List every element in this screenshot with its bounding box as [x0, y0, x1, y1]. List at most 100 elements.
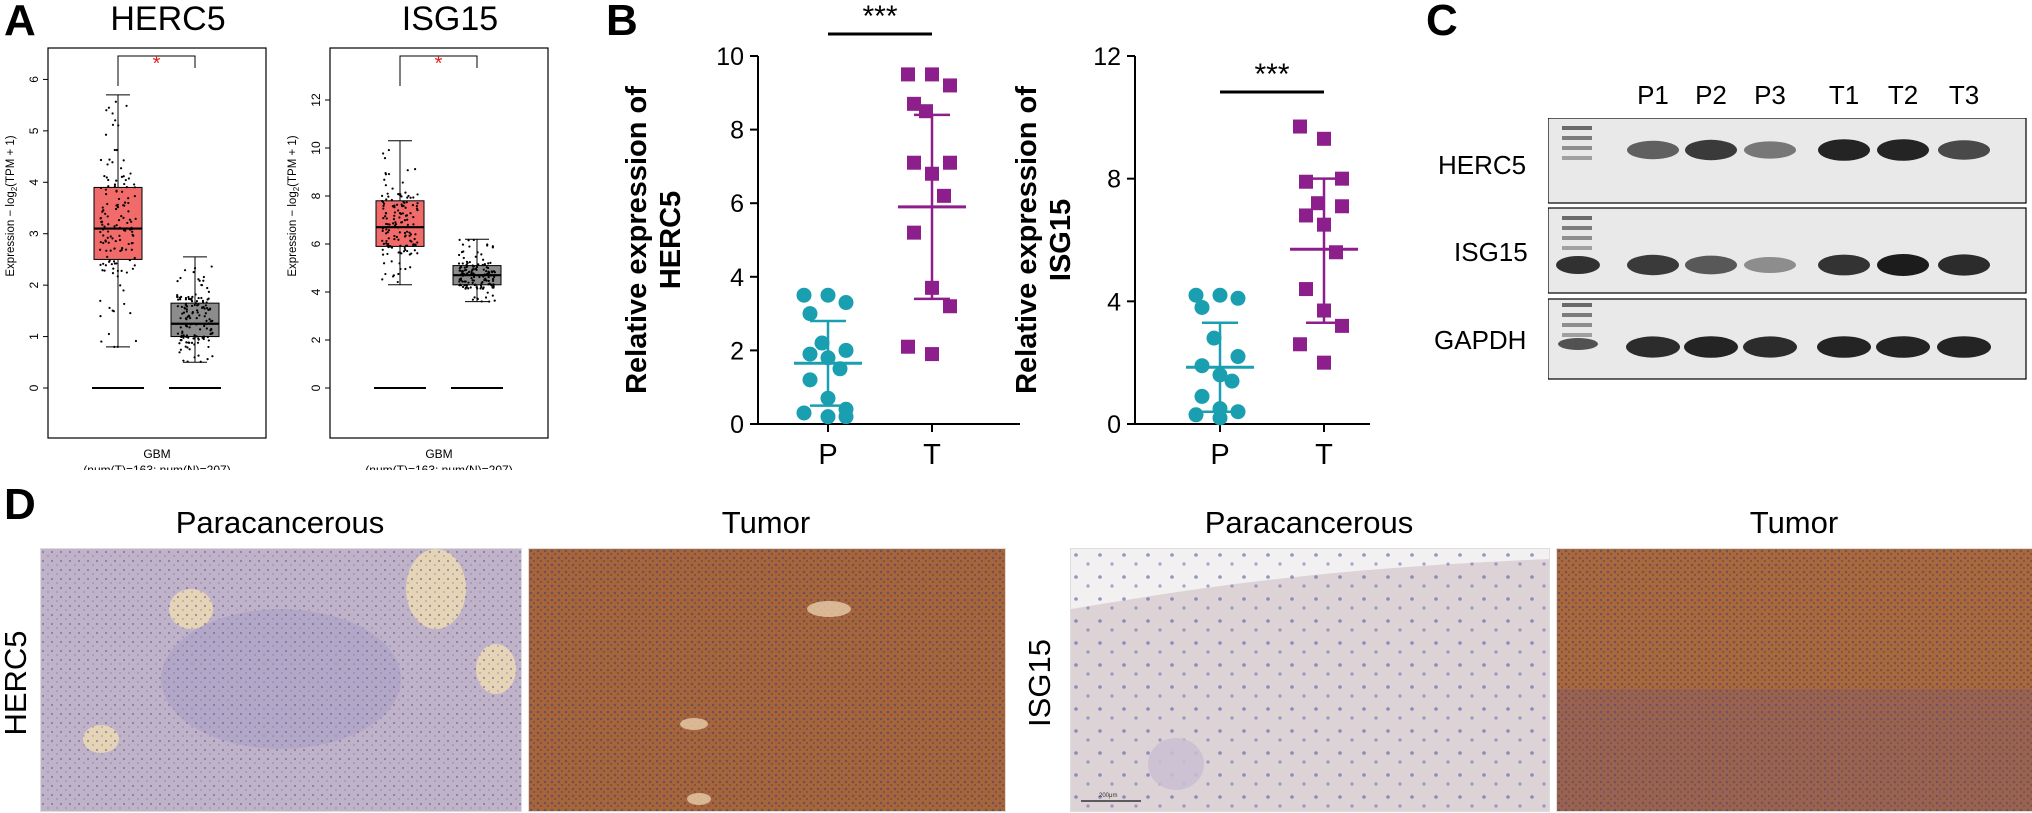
- data-point: [105, 176, 108, 179]
- data-point: [493, 271, 497, 274]
- data-point: [412, 196, 415, 199]
- data-point: [468, 245, 471, 248]
- data-point: [124, 248, 128, 251]
- data-point: [128, 259, 131, 262]
- data-point: [99, 240, 102, 244]
- data-point: [408, 231, 411, 234]
- data-point: [480, 285, 483, 289]
- data-point: [459, 283, 462, 286]
- data-point: [393, 211, 397, 214]
- data-point: [386, 231, 389, 234]
- data-point: [459, 269, 462, 272]
- data-point: [1212, 410, 1228, 426]
- data-point: [490, 284, 493, 287]
- y-tick-label: 2: [27, 281, 41, 288]
- data-point: [99, 299, 102, 302]
- data-point: [392, 222, 395, 225]
- data-point: [387, 229, 391, 232]
- data-point: [205, 307, 209, 310]
- data-point: [470, 270, 473, 274]
- data-point: [185, 308, 188, 311]
- data-point: [943, 78, 957, 93]
- qpcr-scatter-plots-isg15: 0 4 8 12 Relative expression of ISG15 P T ***: [1011, 43, 1370, 471]
- blot-band: [1627, 254, 1679, 276]
- data-point: [393, 206, 396, 209]
- data-point: [383, 215, 387, 218]
- y-tick-label: 4: [1107, 288, 1121, 316]
- data-point: [191, 311, 195, 314]
- data-point: [1317, 131, 1331, 146]
- data-point: [179, 348, 182, 351]
- data-point: [465, 284, 468, 287]
- ihc-image-isg15-paracancerous: 200μm: [1070, 548, 1550, 812]
- data-point: [107, 106, 111, 109]
- data-point: [393, 234, 396, 238]
- data-point: [193, 267, 197, 270]
- data-point: [394, 224, 397, 227]
- data-point: [127, 201, 130, 205]
- data-point: [106, 202, 109, 206]
- data-point: [113, 247, 116, 250]
- data-point: [176, 295, 179, 299]
- y-tick-label: 0: [309, 384, 323, 391]
- data-point: [117, 124, 120, 127]
- data-point: [205, 301, 208, 304]
- data-point: [204, 312, 207, 315]
- data-point: [381, 278, 384, 281]
- data-point: [176, 294, 179, 297]
- data-point: [1299, 282, 1313, 297]
- data-point: [197, 296, 200, 300]
- panel-label-a: A: [4, 0, 36, 45]
- data-point: [122, 204, 125, 207]
- data-point: [107, 223, 110, 226]
- data-point: [1317, 355, 1331, 370]
- data-point: [211, 331, 214, 334]
- data-point: [206, 298, 209, 301]
- data-point: [466, 262, 469, 265]
- data-point: [397, 238, 400, 241]
- data-point: [461, 270, 464, 273]
- data-point: [386, 192, 389, 195]
- data-point: [385, 222, 388, 226]
- data-point: [381, 248, 384, 251]
- data-point: [103, 269, 106, 272]
- data-point: [108, 306, 111, 310]
- data-point: [111, 237, 114, 240]
- y-tick-label: 4: [309, 288, 323, 295]
- y-tick-label: 6: [27, 76, 41, 83]
- data-point: [478, 275, 481, 279]
- data-point: [185, 310, 188, 313]
- data-point: [473, 296, 476, 299]
- data-point: [115, 148, 118, 152]
- data-point: [112, 260, 116, 263]
- data-point: [380, 194, 384, 197]
- y-tick-label: 0: [730, 411, 744, 439]
- blot-strip-isg15: [1548, 207, 2027, 294]
- data-point: [382, 152, 385, 155]
- data-point: [1194, 299, 1210, 315]
- data-point: [471, 281, 474, 284]
- data-point: [203, 307, 206, 310]
- blot-band: [1556, 256, 1600, 274]
- data-point: [182, 311, 186, 314]
- data-point: [204, 304, 207, 307]
- ihc-image-isg15-tumor: [1556, 548, 2032, 812]
- y-tick-label: 0: [27, 384, 41, 391]
- data-point: [405, 244, 409, 247]
- data-point: [118, 238, 122, 242]
- x-axis-label-line1: GBM: [425, 447, 452, 461]
- data-point: [901, 339, 915, 354]
- data-point: [120, 214, 123, 218]
- data-point: [115, 262, 118, 265]
- data-point: [114, 239, 117, 243]
- data-point: [106, 236, 109, 239]
- data-point: [179, 317, 182, 320]
- ladder-band: [1562, 226, 1592, 230]
- data-point: [412, 215, 415, 219]
- data-point: [384, 272, 387, 276]
- ihc-image-herc5-tumor: [528, 548, 1006, 812]
- data-point: [197, 354, 200, 357]
- data-point: [99, 248, 102, 251]
- data-point: [399, 267, 402, 271]
- significance-star: *: [153, 53, 161, 75]
